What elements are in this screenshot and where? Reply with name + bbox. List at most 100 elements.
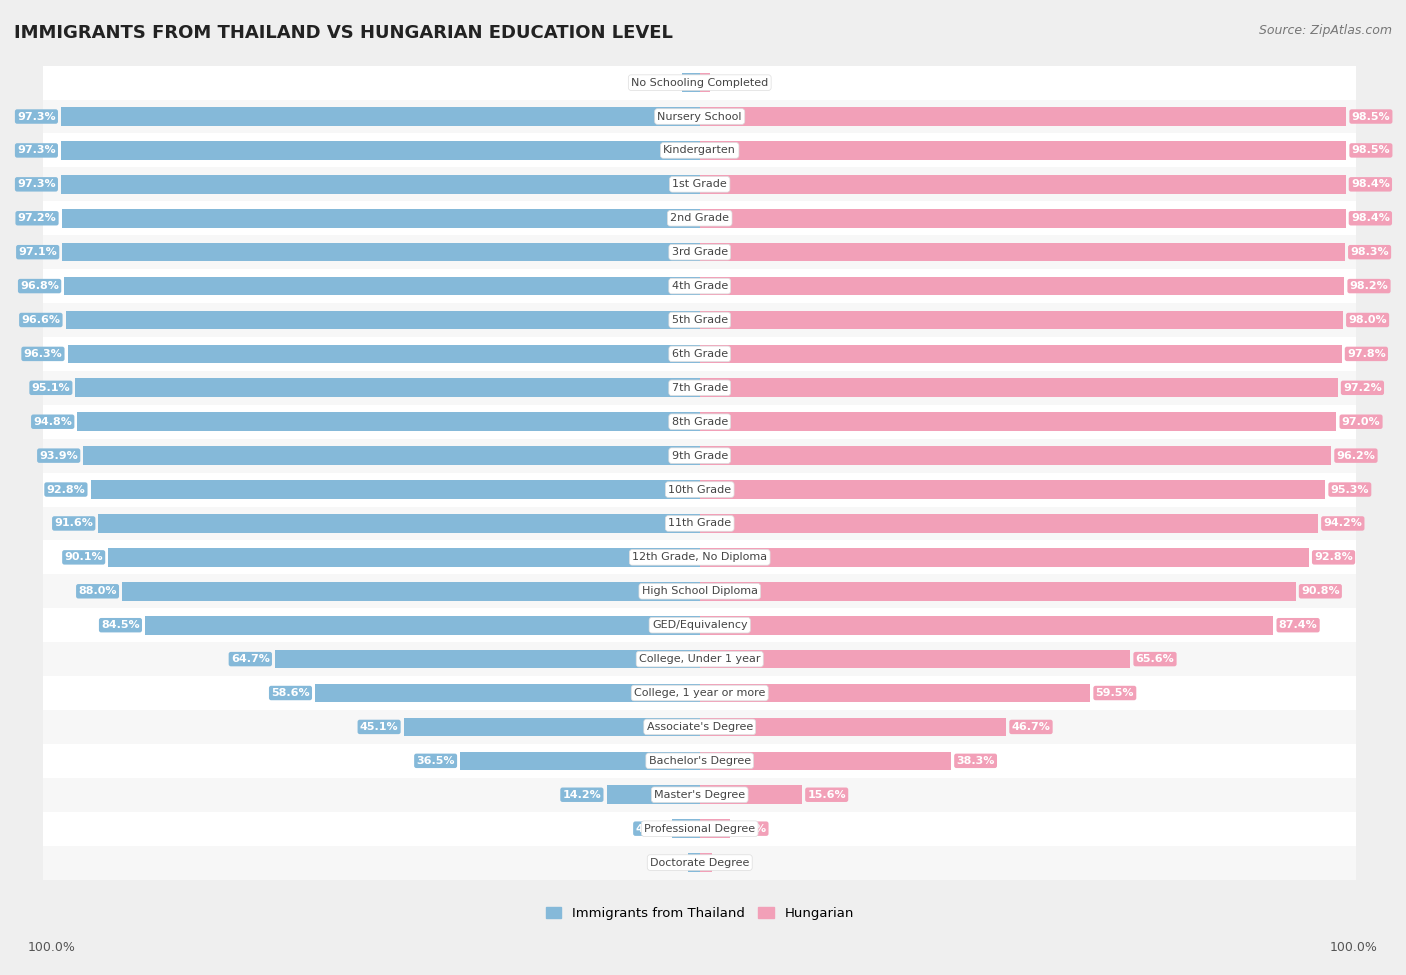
Text: 1.6%: 1.6% [716,78,747,88]
Bar [700,752,950,770]
Bar [606,786,700,804]
Bar [460,752,700,770]
Bar [83,447,700,465]
Bar [122,582,700,601]
Bar [44,168,1357,201]
Bar [700,277,1344,295]
Bar [60,176,700,194]
Bar [682,73,700,92]
Text: 91.6%: 91.6% [55,519,93,528]
Bar [44,201,1357,235]
Bar [404,718,700,736]
Bar [44,405,1357,439]
Bar [700,616,1274,635]
Bar [44,540,1357,574]
Bar [44,744,1357,778]
Text: 10th Grade: 10th Grade [668,485,731,494]
Text: 2.7%: 2.7% [645,78,676,88]
Bar [700,344,1341,364]
Text: 97.3%: 97.3% [17,179,56,189]
Text: 88.0%: 88.0% [79,586,117,597]
Bar [44,473,1357,506]
Text: College, 1 year or more: College, 1 year or more [634,688,765,698]
Text: High School Diploma: High School Diploma [641,586,758,597]
Text: 11th Grade: 11th Grade [668,519,731,528]
Text: 90.1%: 90.1% [65,553,103,563]
Text: 12th Grade, No Diploma: 12th Grade, No Diploma [633,553,768,563]
Text: 93.9%: 93.9% [39,450,79,460]
Text: 98.0%: 98.0% [1348,315,1386,325]
Text: 4.3%: 4.3% [636,824,666,834]
Bar [44,574,1357,608]
Text: 1st Grade: 1st Grade [672,179,727,189]
Bar [44,337,1357,370]
Text: No Schooling Completed: No Schooling Completed [631,78,768,88]
Text: 98.4%: 98.4% [1351,179,1389,189]
Legend: Immigrants from Thailand, Hungarian: Immigrants from Thailand, Hungarian [540,902,859,925]
Bar [44,439,1357,473]
Text: 90.8%: 90.8% [1301,586,1340,597]
Bar [44,269,1357,303]
Text: College, Under 1 year: College, Under 1 year [638,654,761,664]
Bar [276,649,700,669]
Text: 38.3%: 38.3% [956,756,995,765]
Bar [700,548,1309,566]
Bar [700,514,1317,532]
Bar [700,819,730,838]
Text: 92.8%: 92.8% [46,485,86,494]
Bar [700,447,1331,465]
Text: 9th Grade: 9th Grade [672,450,728,460]
Bar [90,481,700,499]
Text: 5th Grade: 5th Grade [672,315,728,325]
Text: 96.6%: 96.6% [21,315,60,325]
Bar [700,853,713,872]
Text: 97.3%: 97.3% [17,111,56,122]
Bar [44,845,1357,879]
Text: 59.5%: 59.5% [1095,688,1135,698]
Bar [67,344,700,364]
Bar [700,141,1347,160]
Bar [65,277,700,295]
Bar [700,176,1346,194]
Text: Master's Degree: Master's Degree [654,790,745,799]
Bar [98,514,700,532]
Text: 100.0%: 100.0% [28,941,76,954]
Bar [700,582,1296,601]
Text: 3rd Grade: 3rd Grade [672,248,728,257]
Text: 8th Grade: 8th Grade [672,416,728,427]
Text: 92.8%: 92.8% [1315,553,1353,563]
Bar [700,412,1337,431]
Text: Associate's Degree: Associate's Degree [647,722,752,732]
Text: 95.3%: 95.3% [1330,485,1369,494]
Text: 46.7%: 46.7% [1011,722,1050,732]
Text: 97.2%: 97.2% [18,214,56,223]
Text: 97.1%: 97.1% [18,248,58,257]
Bar [700,73,710,92]
Text: 97.3%: 97.3% [17,145,56,155]
Bar [44,235,1357,269]
Text: 1.8%: 1.8% [652,858,683,868]
Bar [44,710,1357,744]
Bar [60,141,700,160]
Text: 87.4%: 87.4% [1278,620,1317,630]
Bar [62,209,700,227]
Text: 2nd Grade: 2nd Grade [671,214,730,223]
Bar [44,643,1357,676]
Bar [44,676,1357,710]
Text: 97.2%: 97.2% [1343,383,1382,393]
Bar [700,378,1337,397]
Bar [700,481,1326,499]
Text: Professional Degree: Professional Degree [644,824,755,834]
Text: 96.3%: 96.3% [24,349,62,359]
Text: 65.6%: 65.6% [1136,654,1174,664]
Text: 58.6%: 58.6% [271,688,309,698]
Bar [62,243,700,261]
Text: Doctorate Degree: Doctorate Degree [650,858,749,868]
Text: 100.0%: 100.0% [1330,941,1378,954]
Text: Bachelor's Degree: Bachelor's Degree [648,756,751,765]
Bar [44,370,1357,405]
Bar [688,853,700,872]
Text: 98.5%: 98.5% [1351,111,1391,122]
Text: 84.5%: 84.5% [101,620,139,630]
Bar [44,812,1357,845]
